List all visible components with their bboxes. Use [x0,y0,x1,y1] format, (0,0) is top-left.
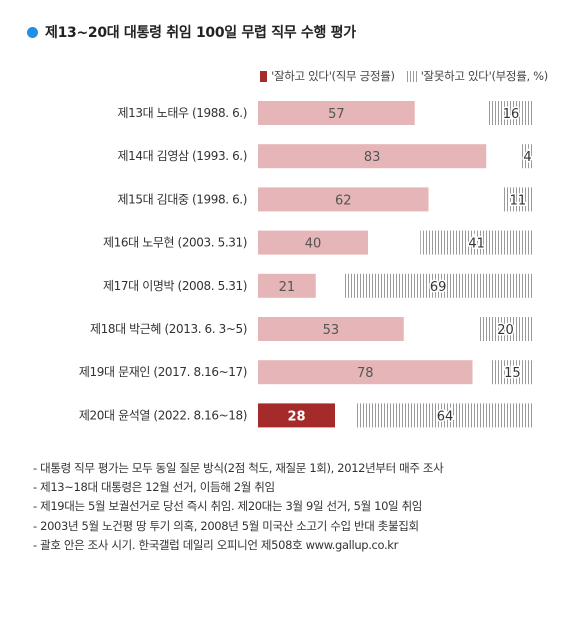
positive-value-label: 40 [305,237,322,252]
positive-value-label: 53 [323,323,340,338]
positive-bar [258,101,415,125]
legend-positive-label: '잘하고 있다'(직무 긍정률) [271,69,395,83]
category-label: 제20대 윤석열 (2022. 8.16~18) [79,408,247,422]
category-label: 제19대 문재인 (2017. 8.16~17) [79,365,247,379]
negative-bar [502,187,533,212]
footnote: - 제19대는 5월 보궐선거로 당선 즉시 취임. 제20대는 3월 9일 선… [33,499,423,514]
positive-bar [258,230,368,255]
footnote: - 2003년 5월 노건평 땅 투기 의혹, 2008년 5월 미국산 소고기… [33,518,419,533]
positive-bar [258,187,429,212]
positive-value-label: 21 [279,280,296,295]
positive-value-label: 57 [328,107,345,122]
legend-negative-label: '잘못하고 있다'(부정률, %) [420,69,549,83]
negative-bar [522,144,533,169]
footnote: - 대통령 직무 평가는 모두 동일 질문 방식(2점 척도, 재질문 1회),… [33,461,444,475]
negative-value-label: 41 [468,237,485,252]
category-label: 제15대 김대중 (1998. 6.) [118,192,247,206]
footnote: - 제13~18대 대통령은 12월 선거, 이듬해 2월 취임 [33,480,275,495]
negative-value-label: 16 [503,107,520,122]
negative-value-label: 64 [437,409,454,424]
legend-negative-swatch [406,70,417,82]
positive-bar [258,273,316,298]
category-label: 제17대 이명박 (2008. 5.31) [103,279,247,293]
title-row: 제13~20대 대통령 취임 100일 무렵 직무 수행 평가 [27,22,356,42]
negative-bar [420,230,533,255]
positive-value-label: 83 [364,150,381,165]
positive-bar [258,360,473,385]
footnote: - 괄호 안은 조사 시기. 한국갤럽 데일리 오피니언 제508호 www.g… [33,537,398,552]
negative-value-label: 4 [523,150,531,165]
negative-value-label: 11 [510,193,527,208]
negative-bar [489,101,533,125]
legend-negative: '잘못하고 있다'(부정률, %) [406,68,549,84]
positive-bar [258,317,404,341]
category-label: 제16대 노무현 (2003. 5.31) [103,236,247,250]
title-bullet-icon [27,26,38,38]
negative-bar [478,317,533,341]
chart-title: 제13~20대 대통령 취임 100일 무렵 직무 수행 평가 [45,25,356,41]
negative-value-label: 20 [497,323,514,338]
negative-value-label: 69 [430,280,447,295]
positive-bar [258,403,335,428]
negative-value-label: 15 [504,366,521,381]
positive-value-label: 62 [335,193,352,208]
positive-bar [258,144,487,169]
positive-value-label: 78 [357,366,374,381]
legend-positive: '잘하고 있다'(직무 긍정률) [260,68,395,84]
negative-bar [343,273,533,298]
category-label: 제14대 김영삼 (1993. 6.) [118,149,247,163]
bar-chart: 제13대 노태우 (1988. 6.) 57 16 제14대 김영삼 (1993. 6… [79,101,533,428]
negative-bar [491,360,533,385]
legend: '잘하고 있다'(직무 긍정률) '잘못하고 있다'(부정률, %) [260,68,548,84]
footnotes: - 대통령 직무 평가는 모두 동일 질문 방식(2점 척도, 재질문 1회),… [33,459,444,555]
category-label: 제18대 박근혜 (2013. 6. 3~5) [90,322,247,336]
legend-positive-swatch [260,70,268,82]
negative-bar [357,403,533,428]
positive-value-label: 28 [287,409,305,424]
category-label: 제13대 노태우 (1988. 6.) [118,106,247,120]
